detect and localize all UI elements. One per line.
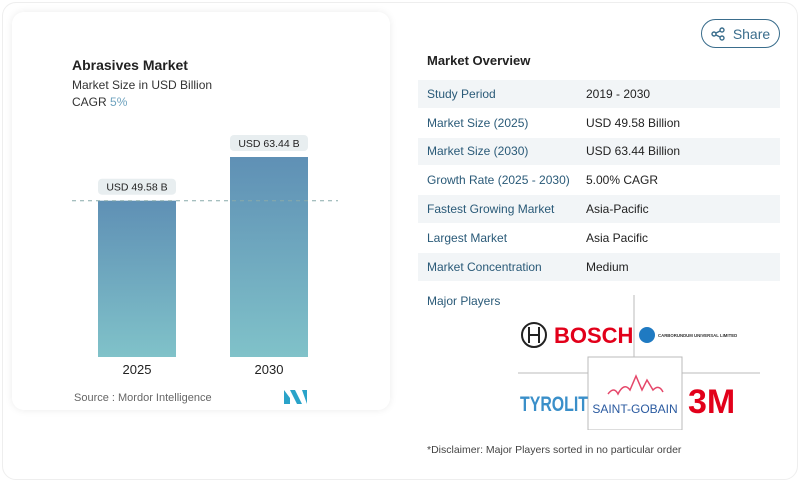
overview-table: Study Period 2019 - 2030 Market Size (202… — [418, 80, 780, 282]
3m-logo: 3M — [688, 383, 735, 421]
major-players-label: Major Players — [427, 294, 501, 308]
overview-title: Market Overview — [427, 53, 531, 68]
data-label: USD 63.44 B — [238, 138, 299, 150]
x-tick-label: 2025 — [123, 362, 152, 377]
row-value: Asia Pacific — [586, 230, 649, 245]
data-label-bg — [230, 135, 308, 151]
bar-2030 — [230, 157, 308, 357]
row-key: Market Size (2030) — [427, 144, 529, 159]
mordor-logo-icon — [284, 390, 307, 404]
bosch-text: BOSCH — [554, 323, 633, 348]
cumi-logo: CARBORUNDUM UNIVERSAL LIMITED — [639, 327, 737, 343]
overview-row: Fastest Growing Market Asia-Pacific — [418, 195, 780, 224]
cagr-value: 5% — [110, 95, 128, 109]
row-key: Fastest Growing Market — [427, 202, 555, 217]
bar-2025 — [98, 200, 176, 357]
overview-row: Market Size (2025) USD 49.58 Billion — [418, 108, 780, 138]
share-button[interactable]: Share — [701, 19, 780, 48]
cumi-text: CARBORUNDUM UNIVERSAL LIMITED — [658, 333, 737, 338]
x-tick-label: 2030 — [255, 362, 284, 377]
saint-gobain-icon — [607, 374, 664, 396]
cagr-label: CAGR — [72, 95, 107, 109]
major-players-logos: BOSCH CARBORUNDUM UNIVERSAL LIMITED TYRO… — [518, 295, 760, 430]
tyrolit-logo: TYROLIT — [520, 393, 588, 416]
source-text: Source : Mordor Intelligence — [74, 392, 212, 404]
row-key: Largest Market — [427, 230, 508, 245]
chart-card — [12, 12, 390, 410]
row-value: 5.00% CAGR — [586, 173, 659, 188]
row-value: Asia-Pacific — [586, 202, 649, 217]
row-key: Market Concentration — [427, 259, 542, 274]
bar-chart: USD 49.58 B 2025 USD 63.44 B 2030 — [72, 135, 338, 377]
row-key: Market Size (2025) — [427, 115, 529, 130]
row-value: USD 49.58 Billion — [586, 115, 681, 130]
disclaimer: *Disclaimer: Major Players sorted in no … — [427, 444, 682, 456]
row-key: Growth Rate (2025 - 2030) — [427, 173, 570, 188]
overview-row: Market Size (2030) USD 63.44 Billion — [418, 137, 780, 167]
cagr: CAGR 5% — [72, 95, 127, 109]
row-value: USD 63.44 Billion — [586, 144, 681, 159]
saint-gobain-logo: SAINT-GOBAIN — [592, 402, 677, 416]
data-label-bg — [98, 178, 176, 195]
row-key: Study Period — [427, 86, 496, 101]
overview-row: Market Concentration Medium — [418, 252, 780, 282]
bosch-logo: BOSCH — [521, 322, 633, 348]
overview-row: Growth Rate (2025 - 2030) 5.00% CAGR — [418, 166, 780, 196]
chart-title: Abrasives Market — [72, 57, 188, 73]
overview-row: Largest Market Asia Pacific — [418, 223, 780, 253]
chart-subtitle: Market Size in USD Billion — [72, 78, 213, 92]
data-label: USD 49.58 B — [106, 182, 167, 194]
row-value: 2019 - 2030 — [586, 86, 651, 101]
overview-row: Study Period 2019 - 2030 — [418, 80, 780, 109]
share-label: Share — [732, 25, 771, 42]
share-icon — [711, 26, 725, 41]
row-value: Medium — [586, 259, 629, 274]
